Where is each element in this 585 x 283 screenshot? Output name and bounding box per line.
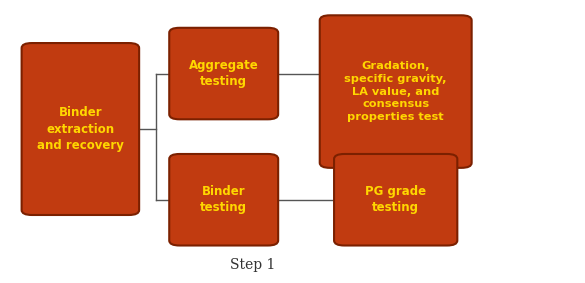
FancyBboxPatch shape: [320, 15, 472, 168]
Text: Binder
extraction
and recovery: Binder extraction and recovery: [37, 106, 124, 152]
Text: Aggregate
testing: Aggregate testing: [189, 59, 259, 88]
Text: Gradation,
specific gravity,
LA value, and
consensus
properties test: Gradation, specific gravity, LA value, a…: [345, 61, 447, 122]
FancyBboxPatch shape: [169, 154, 278, 245]
Text: Binder
testing: Binder testing: [200, 185, 247, 215]
FancyBboxPatch shape: [169, 28, 278, 119]
FancyBboxPatch shape: [334, 154, 457, 245]
Text: PG grade
testing: PG grade testing: [365, 185, 426, 215]
FancyBboxPatch shape: [22, 43, 139, 215]
Text: Step 1: Step 1: [230, 258, 275, 272]
